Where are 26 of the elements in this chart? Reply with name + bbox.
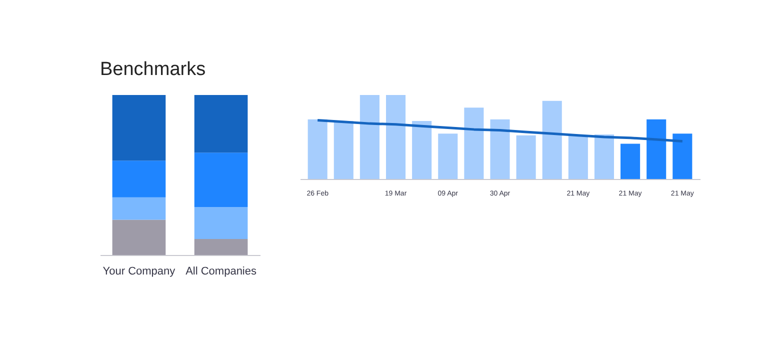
bar (360, 95, 380, 179)
bar (620, 144, 640, 179)
bar (112, 220, 166, 255)
bar (672, 134, 692, 179)
bar (646, 119, 666, 179)
bar (194, 239, 248, 255)
bar (112, 197, 166, 220)
bar (464, 108, 484, 179)
bar (438, 134, 458, 179)
bar (542, 100, 562, 179)
bar (568, 135, 588, 179)
bar (112, 160, 166, 198)
bar (194, 152, 248, 207)
bar (112, 95, 166, 161)
bar (594, 134, 614, 179)
x-tick-label: Your Company (102, 266, 176, 278)
bar (516, 135, 536, 179)
bar (194, 95, 248, 153)
bar (194, 207, 248, 239)
bar (490, 119, 510, 179)
bar (386, 95, 406, 179)
bar (308, 119, 328, 179)
x-tick-label: All Companies (186, 266, 257, 278)
bar (334, 121, 354, 179)
chart-title: Benchmarks (100, 59, 206, 80)
bar (412, 121, 432, 179)
